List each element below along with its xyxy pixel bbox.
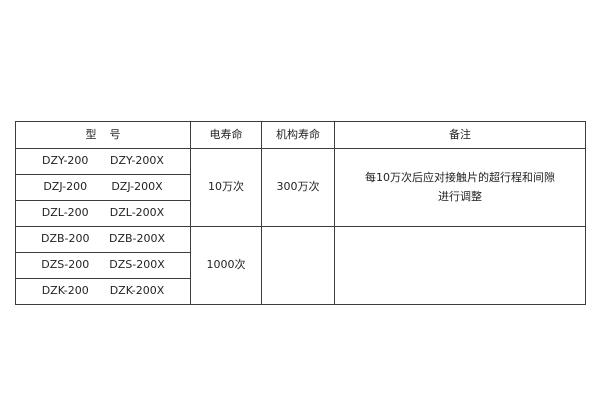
electrical-life-cell: 10万次 <box>190 148 262 227</box>
table-row: DZY-200 DZY-200X 10万次 300万次 每10万次后应对接触片的超… <box>15 148 586 227</box>
table-row: DZJ-200 DZJ-200X <box>15 174 586 201</box>
table-row: DZK-200 DZK-200X <box>15 278 586 305</box>
model-code-variant: DZL-200X <box>109 206 165 220</box>
model-code-variant: DZY-200X <box>110 154 164 168</box>
model-code-variant: DZS-200X <box>109 258 165 272</box>
remarks-line-2: 进行调整 <box>438 189 482 203</box>
column-header-model-char2: 号 <box>109 127 121 141</box>
model-cell: DZJ-200 DZJ-200X <box>15 174 191 201</box>
model-cell: DZS-200 DZS-200X <box>15 252 191 279</box>
specification-table-container: 型号 电寿命 机构寿命 备注 DZY-200 DZY-200X 10万次 300万… <box>15 121 586 305</box>
table-row: DZB-200 DZB-200X 1000次 <box>15 226 586 305</box>
table-body: DZY-200 DZY-200X 10万次 300万次 每10万次后应对接触片的超… <box>15 148 586 305</box>
model-cell: DZB-200 DZB-200X <box>15 226 191 253</box>
mechanical-life-cell: 300万次 <box>261 148 335 227</box>
column-header-model-char1: 型 <box>85 127 97 141</box>
column-header-model: 型号 <box>15 121 191 149</box>
model-code-primary: DZK-200 <box>41 284 89 298</box>
table-header: 型号 电寿命 机构寿命 备注 <box>15 121 586 149</box>
table-row: DZL-200 DZL-200X <box>15 200 586 227</box>
electrical-life-cell: 1000次 <box>190 226 262 305</box>
model-cell: DZY-200 DZY-200X <box>15 148 191 175</box>
table-row: DZS-200 DZS-200X <box>15 252 586 279</box>
model-code-primary: DZS-200 <box>41 258 90 272</box>
model-code-primary: DZL-200 <box>41 206 89 220</box>
remarks-cell: 每10万次后应对接触片的超行程和间隙 进行调整 <box>334 148 586 227</box>
model-code-variant: DZK-200X <box>109 284 165 298</box>
model-code-primary: DZJ-200 <box>43 180 88 194</box>
table-header-row: 型号 电寿命 机构寿命 备注 <box>15 121 586 149</box>
model-code-variant: DZJ-200X <box>111 180 163 194</box>
remarks-cell <box>334 226 586 305</box>
model-code-primary: DZY-200 <box>42 154 89 168</box>
model-cell: DZL-200 DZL-200X <box>15 200 191 227</box>
column-header-remarks: 备注 <box>334 121 586 149</box>
column-header-electrical-life: 电寿命 <box>190 121 262 149</box>
model-cell: DZK-200 DZK-200X <box>15 278 191 305</box>
model-code-primary: DZB-200 <box>40 232 90 246</box>
mechanical-life-cell <box>261 226 335 305</box>
remarks-line-1: 每10万次后应对接触片的超行程和间隙 <box>365 170 555 184</box>
column-header-mechanical-life: 机构寿命 <box>261 121 335 149</box>
relay-lifespan-table: 型号 电寿命 机构寿命 备注 DZY-200 DZY-200X 10万次 300万… <box>15 121 586 305</box>
model-code-variant: DZB-200X <box>108 232 166 246</box>
